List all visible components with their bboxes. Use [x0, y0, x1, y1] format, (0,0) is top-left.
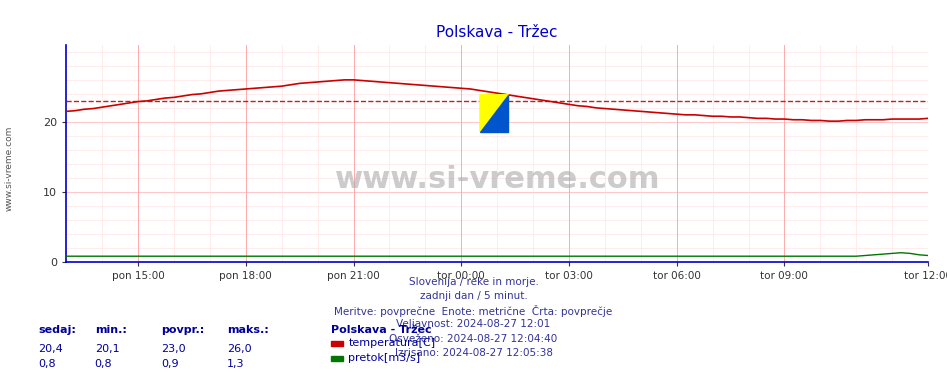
Text: 20,1: 20,1	[95, 344, 119, 354]
Text: min.:: min.:	[95, 325, 127, 335]
Polygon shape	[480, 95, 509, 132]
Text: 0,8: 0,8	[95, 359, 113, 369]
Text: Izrisano: 2024-08-27 12:05:38: Izrisano: 2024-08-27 12:05:38	[395, 348, 552, 358]
Text: Veljavnost: 2024-08-27 12:01: Veljavnost: 2024-08-27 12:01	[397, 319, 550, 329]
Text: 0,8: 0,8	[38, 359, 56, 369]
Text: 26,0: 26,0	[227, 344, 252, 354]
Text: 1,3: 1,3	[227, 359, 244, 369]
Text: pretok[m3/s]: pretok[m3/s]	[348, 353, 420, 363]
Text: sedaj:: sedaj:	[38, 325, 76, 335]
Text: www.si-vreme.com: www.si-vreme.com	[5, 126, 14, 211]
Text: Meritve: povprečne  Enote: metrične  Črta: povprečje: Meritve: povprečne Enote: metrične Črta:…	[334, 305, 613, 317]
Text: 23,0: 23,0	[161, 344, 186, 354]
Text: povpr.:: povpr.:	[161, 325, 205, 335]
Text: maks.:: maks.:	[227, 325, 269, 335]
Text: temperatura[C]: temperatura[C]	[348, 338, 436, 348]
Text: Polskava - Tržec: Polskava - Tržec	[331, 325, 432, 335]
Title: Polskava - Tržec: Polskava - Tržec	[437, 25, 558, 40]
Polygon shape	[480, 95, 509, 132]
Text: zadnji dan / 5 minut.: zadnji dan / 5 minut.	[420, 291, 527, 301]
Text: 0,9: 0,9	[161, 359, 179, 369]
Text: 20,4: 20,4	[38, 344, 63, 354]
Text: www.si-vreme.com: www.si-vreme.com	[334, 165, 660, 194]
Text: Slovenija / reke in morje.: Slovenija / reke in morje.	[408, 277, 539, 287]
Text: Osveženo: 2024-08-27 12:04:40: Osveženo: 2024-08-27 12:04:40	[389, 334, 558, 344]
